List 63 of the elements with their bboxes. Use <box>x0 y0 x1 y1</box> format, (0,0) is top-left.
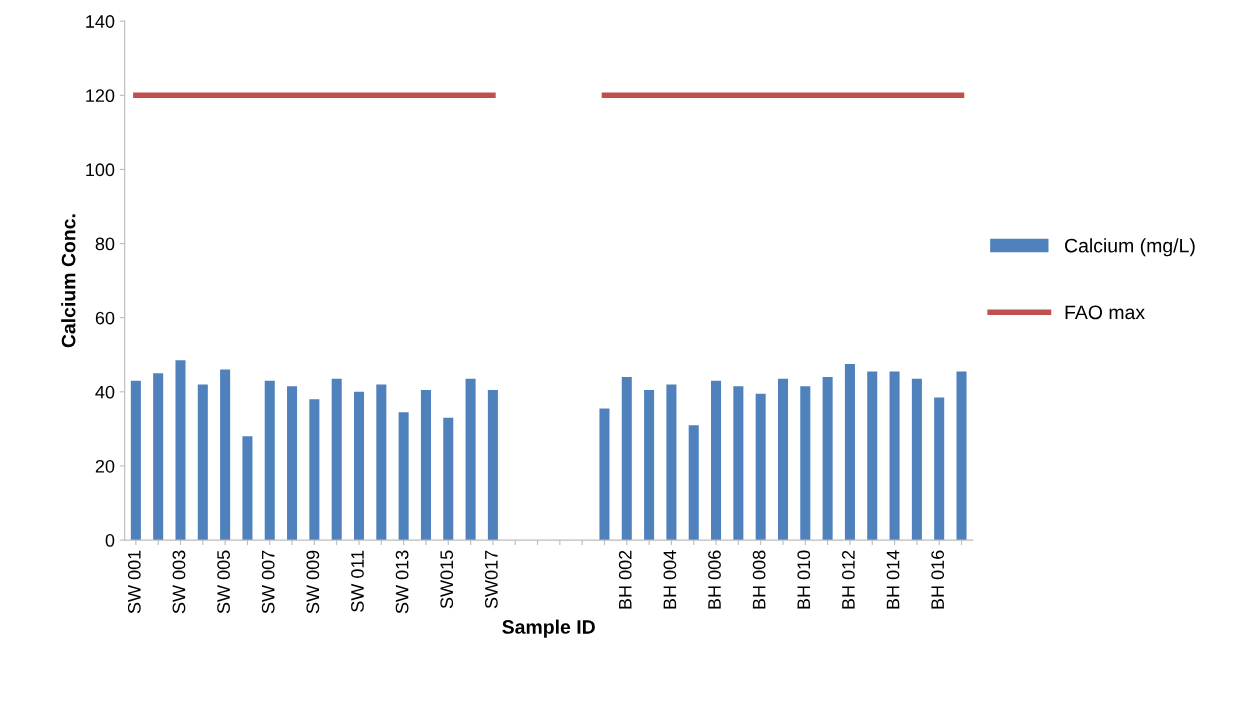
x-tick-label: SW015 <box>440 550 454 609</box>
bar <box>242 436 253 541</box>
x-tick-label: BH 006 <box>708 550 721 609</box>
x-tick-label: SW 011 <box>351 550 364 612</box>
bar <box>711 380 722 541</box>
x-tick-label: BH 008 <box>752 550 766 609</box>
legend-label: FAO max <box>1065 305 1145 320</box>
x-axis-title: Sample ID <box>502 619 595 638</box>
bar <box>688 425 699 541</box>
y-tick-label: 20 <box>95 459 115 473</box>
x-tick-label: BH 012 <box>841 550 855 609</box>
bar <box>755 393 766 541</box>
bar <box>443 417 454 541</box>
bar <box>599 408 610 541</box>
y-tick-label: 140 <box>86 15 115 28</box>
bar <box>844 364 855 541</box>
x-tick-label: BH 014 <box>886 550 900 609</box>
y-tick-label: 0 <box>105 534 115 547</box>
x-tick-label: BH 016 <box>931 550 945 609</box>
x-tick-label: SW 001 <box>127 550 141 614</box>
bar <box>331 378 342 541</box>
legend-label: Calcium (mg/L) <box>1065 238 1195 257</box>
y-axis-title: Calcium Conc. <box>61 214 76 348</box>
bar <box>487 389 498 541</box>
bar <box>287 386 298 541</box>
bar <box>465 378 476 541</box>
y-tick-label: 80 <box>95 237 115 251</box>
bar <box>309 399 320 541</box>
x-tick-label: SW 007 <box>261 550 275 614</box>
bar <box>130 380 141 541</box>
bar <box>353 391 365 541</box>
x-tick-label: SW 003 <box>172 550 186 614</box>
bar <box>220 369 231 541</box>
bar <box>264 380 275 541</box>
bar <box>956 371 967 541</box>
bar <box>420 389 431 541</box>
y-tick-label: 60 <box>95 311 115 325</box>
bar <box>175 360 186 541</box>
y-tick-label: 100 <box>86 163 115 177</box>
bar <box>733 386 744 541</box>
x-tick-label: SW 009 <box>306 550 320 614</box>
bar <box>644 389 655 541</box>
bar <box>800 386 811 541</box>
bar <box>153 373 164 541</box>
bar <box>666 384 677 541</box>
bar <box>867 371 878 541</box>
bar <box>777 378 789 541</box>
x-tick-label: BH 004 <box>663 550 677 609</box>
x-tick-label: SW 005 <box>217 550 230 614</box>
bar <box>398 412 409 541</box>
y-tick-label: 120 <box>86 89 115 103</box>
bar <box>376 384 387 541</box>
bar <box>934 397 945 541</box>
x-tick-label: BH 010 <box>797 550 811 609</box>
x-tick-label: BH 002 <box>618 550 632 609</box>
x-tick-label: SW017 <box>484 550 498 609</box>
x-tick-label: SW 013 <box>395 550 409 614</box>
bar <box>621 377 632 541</box>
bar <box>197 384 208 541</box>
bar <box>822 377 833 541</box>
bar <box>889 371 900 541</box>
y-tick-label: 40 <box>95 385 115 399</box>
bar <box>911 378 922 541</box>
